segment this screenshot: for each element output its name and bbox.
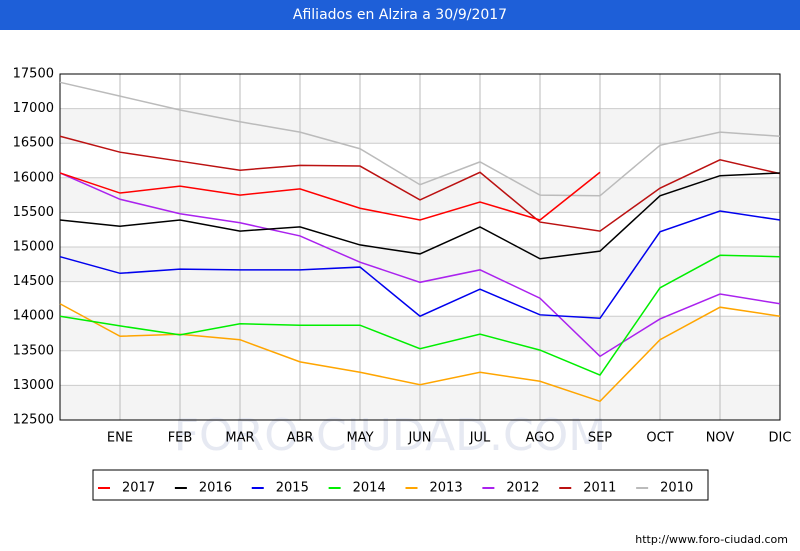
legend-label: 2013	[430, 481, 463, 496]
legend-label: 2015	[276, 481, 309, 496]
x-tick-label: OCT	[646, 431, 673, 446]
y-tick-label: 15000	[13, 240, 54, 255]
chart-title: Afiliados en Alzira a 30/9/2017	[293, 7, 507, 23]
series-line	[59, 135, 781, 232]
y-tick-label: 12500	[13, 413, 54, 428]
x-tick-label: SEP	[588, 431, 612, 446]
x-tick-label: JUL	[469, 431, 491, 446]
legend-label: 2010	[660, 481, 693, 496]
x-tick-label: JUN	[407, 431, 431, 446]
legend-label: 2016	[199, 481, 232, 496]
x-tick-label: NOV	[706, 431, 735, 446]
x-tick-label: ABR	[287, 431, 314, 446]
y-tick-label: 14500	[13, 274, 54, 289]
x-tick-label: DIC	[769, 431, 792, 446]
y-tick-label: 17500	[13, 67, 54, 82]
y-tick-label: 13000	[13, 378, 54, 393]
plot-frame	[59, 73, 781, 421]
x-tick-label: ENE	[107, 431, 133, 446]
x-tick-label: MAY	[346, 431, 373, 446]
legend-box	[92, 469, 709, 501]
legend-label: 2017	[122, 481, 155, 496]
series-line	[59, 172, 781, 260]
series-line	[59, 171, 601, 221]
series-line	[59, 210, 781, 320]
series-line	[59, 254, 781, 376]
series-line	[59, 81, 781, 197]
y-tick-label: 16500	[13, 136, 54, 151]
footer: http://www.foro-ciudad.com	[635, 533, 788, 546]
legend-label: 2011	[583, 481, 616, 496]
x-tick-label: MAR	[225, 431, 254, 446]
legend-label: 2012	[506, 481, 539, 496]
y-tick-label: 17000	[13, 101, 54, 116]
x-tick-label: AGO	[526, 431, 555, 446]
y-tick-label: 13500	[13, 343, 54, 358]
y-tick-label: 14000	[13, 309, 54, 324]
watermark: FORO-CIUDAD.COM	[174, 410, 607, 461]
title-bar	[0, 0, 800, 30]
legend-label: 2014	[353, 481, 386, 496]
x-tick-label: FEB	[168, 431, 193, 446]
y-tick-label: 16000	[13, 170, 54, 185]
series-line	[59, 172, 781, 358]
y-tick-label: 15500	[13, 205, 54, 220]
